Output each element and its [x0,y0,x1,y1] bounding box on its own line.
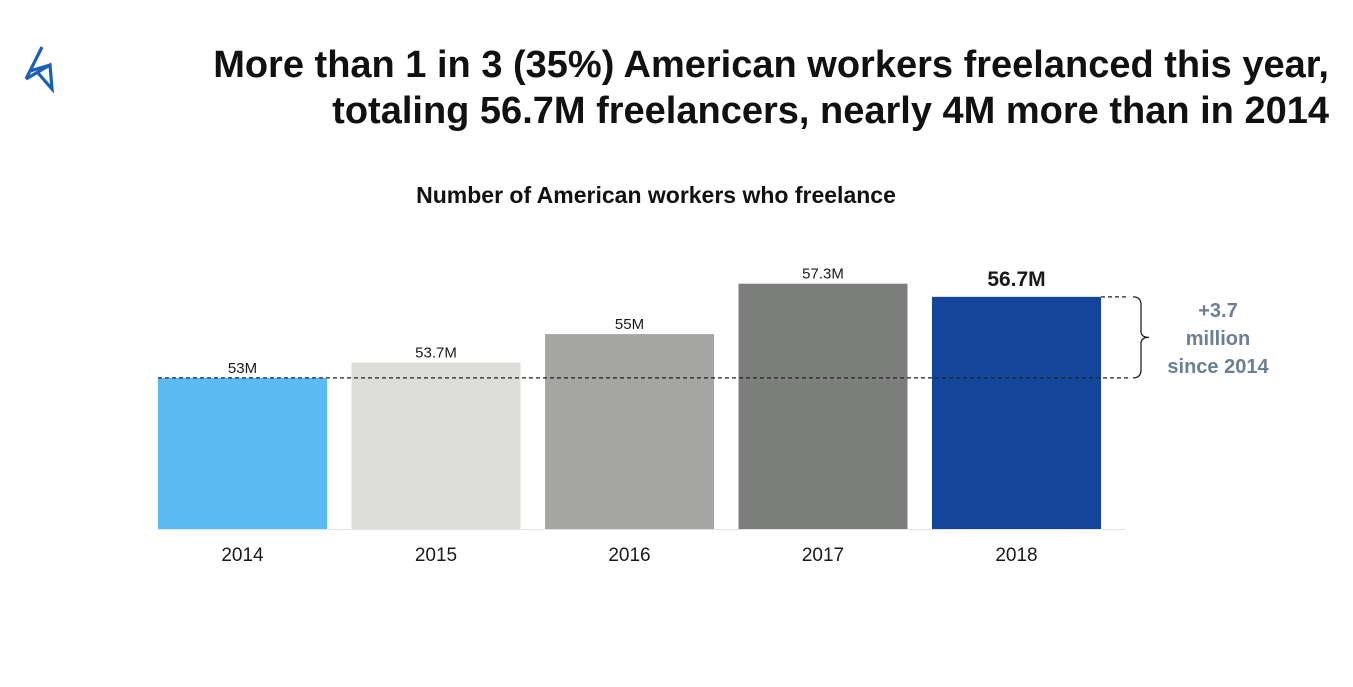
bar-2017 [738,283,908,529]
data-label-2018: 56.7M [987,268,1045,291]
bar-2016 [545,334,714,529]
x-tick-label-2018: 2018 [995,545,1037,566]
x-tick-label-2015: 2015 [415,545,457,566]
callout-line-2: million [1186,328,1250,350]
annotation-layer: +3.7 million since 2014 [158,296,1269,379]
data-label-2014: 53M [228,360,257,377]
bar-2018 [932,296,1101,529]
headline-line-1: More than 1 in 3 (35%) American workers … [213,44,1329,86]
callout-line-1: +3.7 [1198,300,1237,322]
x-tick-label-2014: 2014 [221,545,264,566]
data-label-2016: 55M [615,316,644,333]
chart-title: Number of American workers who freelance [416,182,896,208]
data-label-2015: 53.7M [415,345,457,362]
x-tick-label-2016: 2016 [608,545,650,566]
bars-layer [158,283,1125,530]
company-logo-icon [24,46,54,94]
labels-layer: 53M 2014 53.7M 2015 55M 2016 57.3M 2017 56.7M 201… [221,266,1045,566]
page-headline: More than 1 in 3 (35%) American workers … [129,42,1329,134]
data-label-2017: 57.3M [802,266,844,283]
headline-line-2: totaling 56.7M freelancers, nearly 4M mo… [332,90,1329,132]
x-tick-label-2017: 2017 [802,545,844,566]
bar-2015 [351,362,521,529]
callout-line-3: since 2014 [1167,356,1269,378]
difference-brace [1132,296,1150,379]
bar-2014 [158,377,327,529]
